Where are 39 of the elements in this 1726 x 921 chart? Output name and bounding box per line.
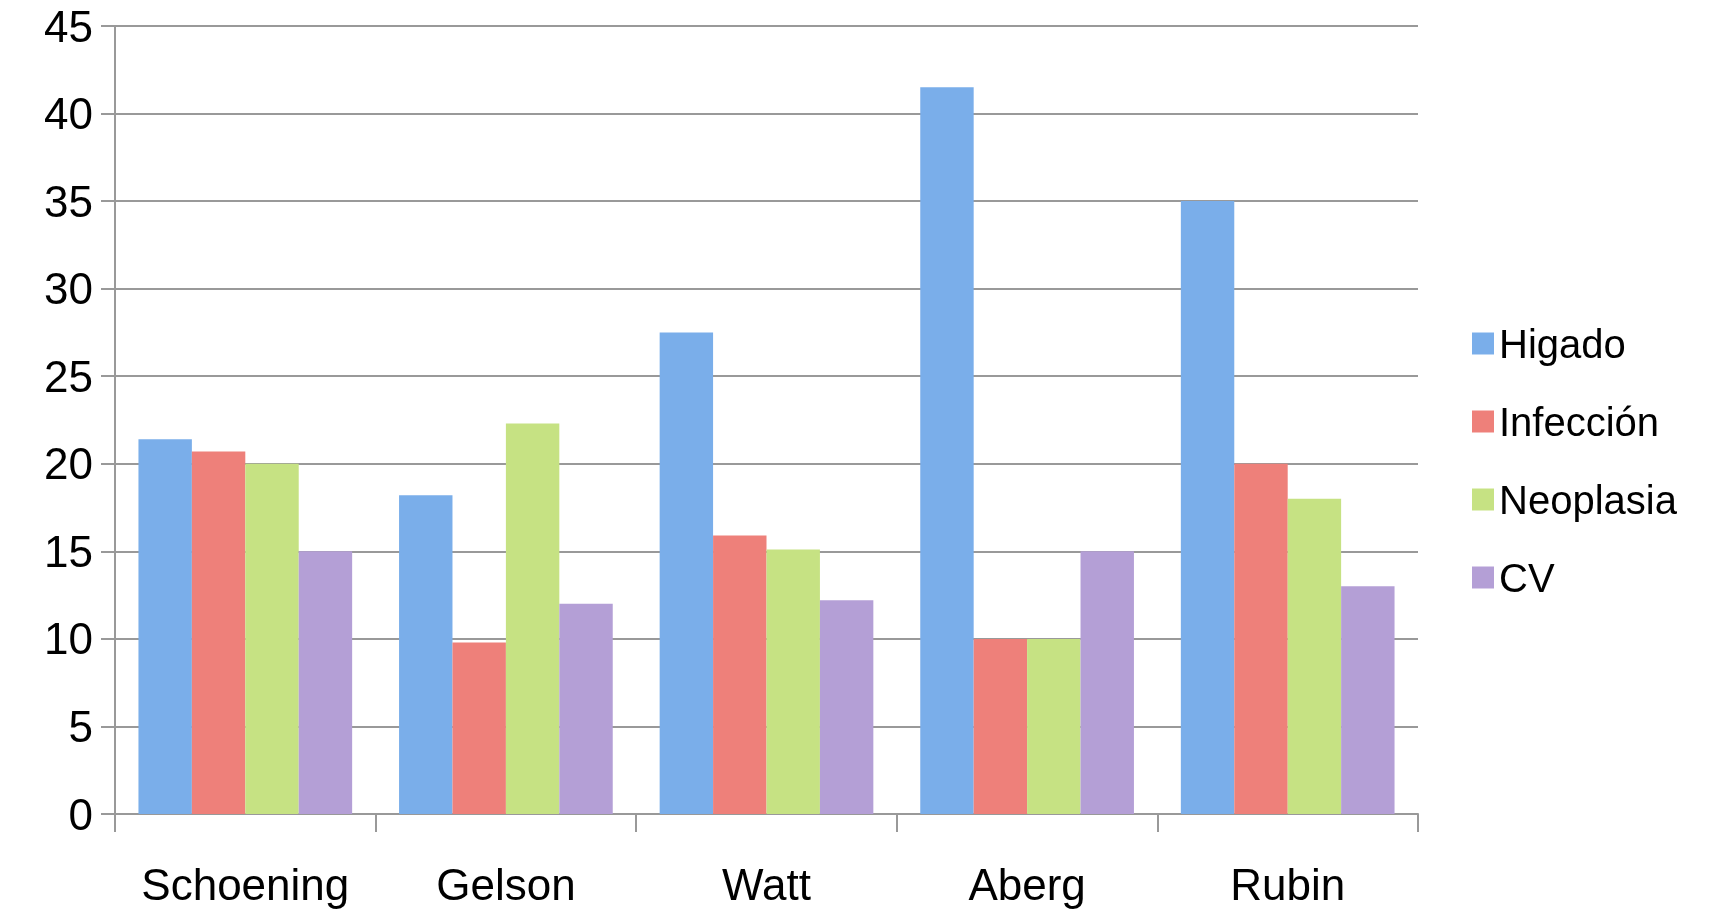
bar xyxy=(766,549,820,814)
bar xyxy=(659,332,714,814)
bar xyxy=(1234,463,1288,814)
y-tick-label: 0 xyxy=(68,789,93,839)
bar xyxy=(819,600,874,814)
bar xyxy=(1341,586,1395,814)
bar xyxy=(1027,638,1081,814)
x-tick-label: Schoening xyxy=(141,859,350,909)
bar xyxy=(245,463,299,814)
bar xyxy=(1080,551,1134,814)
x-tick-label: Aberg xyxy=(968,859,1086,909)
bar xyxy=(505,423,560,814)
legend-label: Higado xyxy=(1499,321,1626,366)
bar xyxy=(452,642,506,814)
legend-label: Neoplasia xyxy=(1499,477,1678,522)
bar xyxy=(298,551,353,814)
bar xyxy=(920,87,974,814)
x-tick-label: Gelson xyxy=(436,859,576,909)
bar xyxy=(559,603,613,814)
x-tick-label: Watt xyxy=(722,859,811,909)
bar xyxy=(1180,201,1235,814)
y-tick-label: 40 xyxy=(44,89,93,139)
y-tick-label: 30 xyxy=(44,264,93,314)
bar xyxy=(973,638,1028,814)
bar xyxy=(399,495,453,814)
y-tick-label: 25 xyxy=(44,351,93,401)
legend-label: Infección xyxy=(1499,399,1660,444)
y-tick-label: 5 xyxy=(68,701,93,751)
legend-label: CV xyxy=(1499,555,1555,600)
bar xyxy=(191,451,246,814)
y-tick-label: 20 xyxy=(44,439,93,489)
y-tick-label: 10 xyxy=(44,614,93,664)
bar xyxy=(713,535,767,814)
y-tick-label: 15 xyxy=(44,526,93,576)
y-tick-label: 35 xyxy=(44,176,93,226)
x-tick-label: Rubin xyxy=(1230,859,1346,909)
bar xyxy=(138,439,192,814)
y-tick-label: 45 xyxy=(44,1,93,51)
bar xyxy=(1287,498,1342,814)
